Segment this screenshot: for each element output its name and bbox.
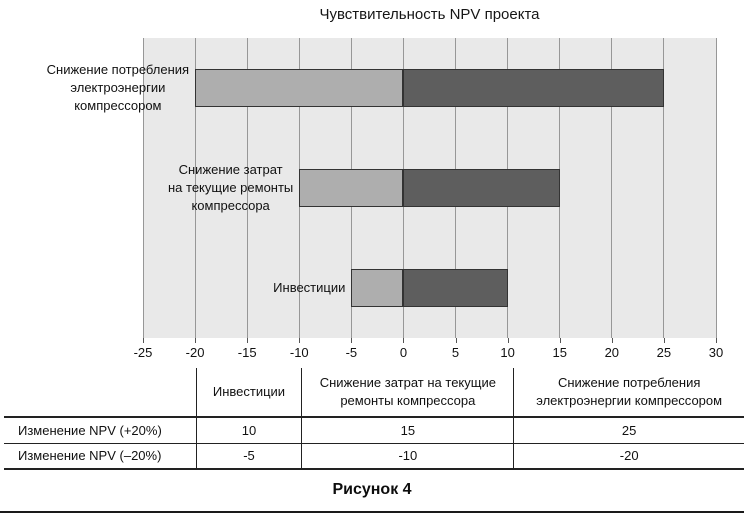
category-label: Инвестиции [273,280,346,295]
bar-positive-segment [403,269,508,307]
x-tick-label: -25 [133,345,153,360]
page-bottom-border [0,511,744,513]
x-tick-label: 10 [500,345,515,360]
x-tick-mark [247,338,249,343]
x-tick-label: -5 [345,345,358,360]
x-tick-label: 30 [708,345,724,360]
bar-positive-segment [403,69,664,107]
x-tick-label: -20 [185,345,205,360]
table-row: Изменение NPV (–20%) -5 -10 -20 [4,443,744,470]
category-label: Снижение потребления электроэнергии комп… [46,62,190,113]
x-tick-label: 20 [604,345,620,360]
x-tick-label: -15 [237,345,257,360]
bar-positive-segment [403,169,560,207]
gridline [559,38,561,338]
x-tick-mark [663,338,665,343]
bar-negative-segment [351,269,404,307]
sensitivity-table: Инвестиции Снижение затрат на текущие ре… [4,368,744,470]
x-tick-label: 25 [656,345,672,360]
figure-caption: Рисунок 4 [332,481,412,498]
gridline [663,38,665,338]
cell-value: -10 [301,443,514,470]
cell-value: 25 [513,417,744,444]
bar-negative-segment [195,69,404,107]
row-label-npv-plus20: Изменение NPV (+20%) [4,417,197,444]
table-header: Инвестиции Снижение затрат на текущие ре… [4,368,744,418]
x-tick-label: 5 [451,345,460,360]
gridline [246,38,248,338]
cell-value: -5 [195,443,302,470]
x-tick-mark [611,338,613,343]
x-tick-label: 0 [399,345,408,360]
x-tick-mark [403,338,405,343]
row-label-npv-minus20: Изменение NPV (–20%) [4,443,197,470]
x-tick-mark [455,338,457,343]
x-tick-mark [143,338,144,343]
cell-value: 10 [195,417,302,444]
x-tick-mark [195,338,197,343]
x-tick-mark [507,338,509,343]
gridline [142,38,144,338]
plot-area [142,38,717,338]
chart-title: Чувствительность NPV проекта [319,6,540,23]
x-tick-mark [299,338,301,343]
table-row: Изменение NPV (+20%) 10 15 25 [4,417,744,444]
header-cell-repairs: Снижение затрат на текущие ремонты компр… [301,368,514,418]
gridline [715,38,717,338]
header-cell-energy: Снижение потребления электроэнергии комп… [513,368,744,418]
x-tick-label: -10 [289,345,309,360]
cell-value: 15 [301,417,514,444]
header-cell-empty [4,368,197,418]
x-tick-mark [559,338,561,343]
gridline [611,38,613,338]
x-tick-mark [716,338,717,343]
x-tick-mark [351,338,353,343]
x-tick-label: 15 [552,345,567,360]
category-label: Снижение затрат на текущие ремонты компр… [167,162,294,213]
bar-negative-segment [299,169,404,207]
header-cell-investments: Инвестиции [195,368,302,418]
gridline [194,38,196,338]
cell-value: -20 [513,443,744,470]
